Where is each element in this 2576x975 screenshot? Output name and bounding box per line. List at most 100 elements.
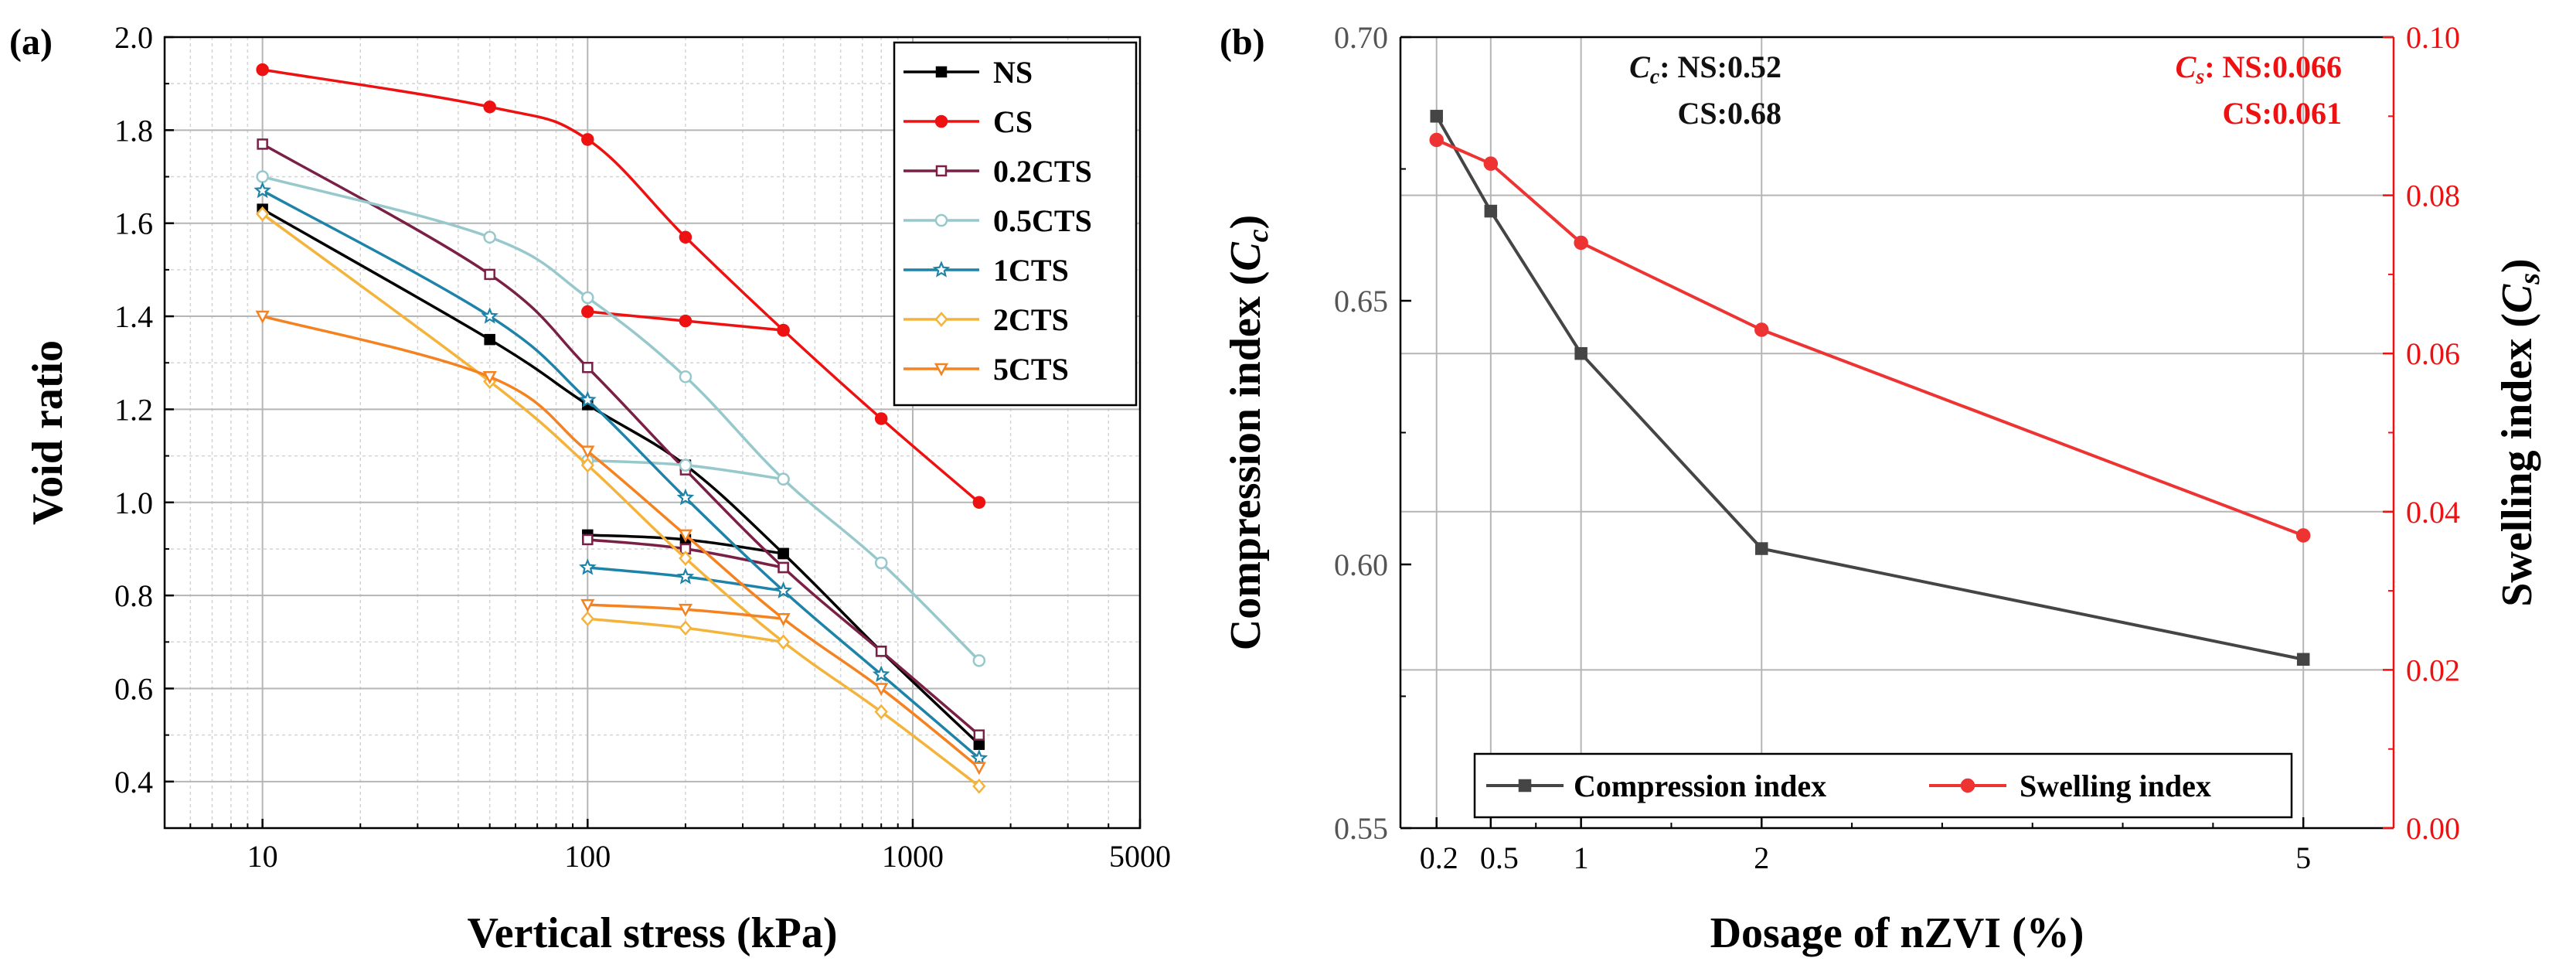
x-tick-label: 100 (564, 839, 611, 874)
panel-label: (a) (9, 22, 53, 63)
y-right-tick-label: 0.00 (2406, 811, 2460, 846)
data-point (483, 230, 496, 244)
data-point (972, 496, 986, 510)
legend-marker (1518, 779, 1532, 793)
series-ns (257, 203, 985, 750)
data-point (679, 230, 692, 244)
data-point (874, 556, 888, 570)
legend-label: 0.2CTS (993, 154, 1092, 189)
y-tick-label: 0.4 (114, 765, 153, 799)
y-right-tick-label: 0.02 (2406, 653, 2460, 687)
y-right-tick-label: 0.08 (2406, 179, 2460, 213)
legend-marker (935, 66, 948, 78)
data-point (1755, 542, 1768, 555)
y-tick-label: 1.6 (114, 206, 153, 241)
data-point (679, 620, 692, 636)
series-swelling-index (1429, 132, 2311, 543)
x-tick-label: 10 (247, 839, 278, 874)
data-point (255, 206, 270, 222)
data-point (678, 529, 693, 543)
legend-label: 5CTS (993, 352, 1069, 387)
legend-marker (934, 114, 948, 128)
data-point (581, 305, 594, 319)
series-line-loading (261, 208, 981, 745)
data-point (679, 370, 692, 384)
data-point (580, 457, 594, 473)
data-point (484, 333, 495, 346)
legend-marker (934, 312, 948, 327)
panel-b: 0.550.600.650.700.000.020.040.060.080.10… (1220, 20, 2546, 957)
y-right-axis-title: Swelling index (Cs) (2493, 258, 2546, 606)
data-point (676, 568, 695, 585)
data-point (679, 459, 692, 472)
data-point (483, 101, 496, 114)
annotation-line2: CS:0.061 (2223, 96, 2342, 131)
y-tick-label: 1.4 (114, 299, 153, 334)
data-point (580, 598, 595, 612)
annotation-line1: Cc: NS:0.52 (1629, 49, 1781, 89)
data-point (777, 472, 790, 486)
data-point (874, 704, 888, 720)
legend-label: NS (993, 55, 1033, 90)
legend-box (1473, 752, 2293, 819)
data-point (1574, 346, 1587, 360)
data-point (1754, 322, 1769, 337)
legend-box (893, 41, 1138, 407)
data-point (578, 390, 597, 408)
data-point (2295, 528, 2311, 543)
x-tick-label: 1 (1574, 840, 1589, 875)
series-line (1434, 115, 2304, 661)
data-point (874, 412, 888, 425)
series-2cts (255, 206, 986, 794)
y-tick-label: 0.8 (114, 578, 153, 613)
series-0.2cts (257, 138, 985, 741)
data-point (256, 170, 269, 183)
data-point (256, 63, 269, 77)
y-tick-label: 1.0 (114, 486, 153, 520)
data-point (254, 181, 271, 199)
y-left-tick-label: 0.70 (1334, 20, 1388, 55)
data-point (257, 138, 268, 150)
series-0.5cts (256, 170, 986, 667)
data-point (874, 683, 889, 697)
data-point (676, 488, 695, 506)
series-line-loading (261, 142, 980, 736)
data-point (1484, 204, 1498, 218)
series-cs (256, 63, 986, 510)
series-line-loading (261, 189, 980, 760)
y-left-tick-label: 0.65 (1334, 284, 1388, 319)
data-point (678, 603, 693, 617)
annotation-line2: CS:0.68 (1678, 96, 1781, 131)
data-point (875, 646, 887, 657)
data-point (1430, 110, 1443, 123)
data-point (778, 561, 789, 574)
x-tick-label: 2 (1754, 840, 1769, 875)
data-point (1429, 132, 1444, 148)
y-tick-label: 2.0 (114, 20, 153, 55)
y-left-tick-label: 0.60 (1334, 547, 1388, 582)
data-point (580, 611, 594, 627)
x-tick-label: 5000 (1109, 839, 1171, 874)
data-point (580, 445, 595, 459)
data-point (679, 314, 692, 328)
data-point (778, 547, 789, 560)
x-tick-label: 5 (2295, 840, 2311, 875)
x-tick-label: 0.5 (1480, 840, 1519, 875)
data-point (679, 551, 692, 566)
data-point (973, 738, 985, 750)
panel-label: (b) (1220, 22, 1265, 63)
data-point (482, 371, 497, 384)
data-point (581, 133, 594, 146)
data-point (579, 558, 597, 575)
data-point (481, 307, 499, 324)
data-point (970, 748, 989, 766)
legend-marker (1960, 778, 1975, 793)
y-left-axis-title: Compression index (Cc) (1222, 215, 1274, 650)
series-line-loading (262, 68, 980, 504)
data-point (777, 323, 790, 337)
legend-label: 2CTS (993, 302, 1069, 337)
legend-marker (932, 261, 951, 278)
y-right-tick-label: 0.10 (2406, 20, 2460, 55)
legend-marker (935, 165, 948, 177)
